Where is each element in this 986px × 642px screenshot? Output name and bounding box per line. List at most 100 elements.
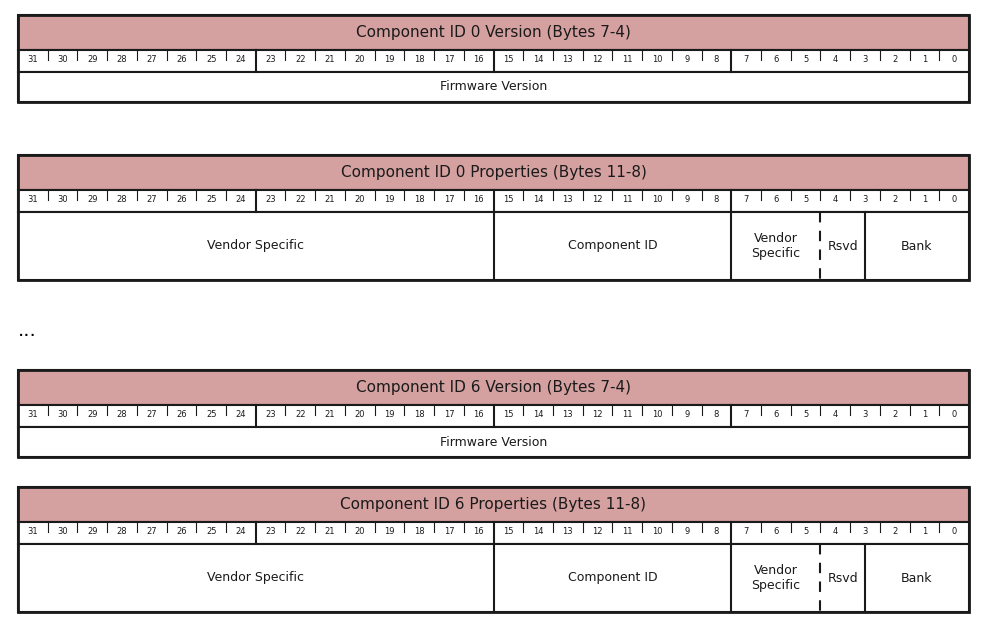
Text: 10: 10 xyxy=(651,527,662,537)
Text: 4: 4 xyxy=(832,195,837,204)
Text: 18: 18 xyxy=(413,195,424,204)
Text: Vendor
Specific: Vendor Specific xyxy=(750,564,800,592)
Text: 24: 24 xyxy=(236,195,246,204)
Bar xyxy=(18,155,968,190)
Text: 31: 31 xyxy=(28,195,38,204)
Text: Component ID 0 Version (Bytes 7-4): Component ID 0 Version (Bytes 7-4) xyxy=(356,25,630,40)
Bar xyxy=(18,50,968,72)
Text: 9: 9 xyxy=(683,527,688,537)
Bar xyxy=(18,190,968,212)
Text: Vendor Specific: Vendor Specific xyxy=(207,239,304,252)
Text: 22: 22 xyxy=(295,195,306,204)
Text: 26: 26 xyxy=(176,410,186,419)
Text: 15: 15 xyxy=(503,195,513,204)
Bar xyxy=(18,487,968,612)
Text: 22: 22 xyxy=(295,527,306,537)
Text: 2: 2 xyxy=(891,195,896,204)
Text: Bank: Bank xyxy=(900,239,932,252)
Bar xyxy=(18,155,968,280)
Text: 29: 29 xyxy=(87,527,98,537)
Text: 9: 9 xyxy=(683,55,688,64)
Text: 19: 19 xyxy=(384,527,394,537)
Text: 7: 7 xyxy=(742,410,748,419)
Bar xyxy=(18,212,968,280)
Text: 20: 20 xyxy=(354,55,365,64)
Text: 3: 3 xyxy=(862,410,867,419)
Bar xyxy=(18,522,968,544)
Text: 12: 12 xyxy=(592,195,602,204)
Text: 16: 16 xyxy=(473,410,483,419)
Text: 25: 25 xyxy=(206,527,216,537)
Text: 21: 21 xyxy=(324,195,335,204)
Text: 8: 8 xyxy=(713,527,719,537)
Text: 15: 15 xyxy=(503,55,513,64)
Text: 5: 5 xyxy=(802,195,808,204)
Text: 19: 19 xyxy=(384,195,394,204)
Text: 25: 25 xyxy=(206,195,216,204)
Text: 9: 9 xyxy=(683,195,688,204)
Text: Component ID 6 Version (Bytes 7-4): Component ID 6 Version (Bytes 7-4) xyxy=(356,380,630,395)
Text: 10: 10 xyxy=(651,55,662,64)
Text: Firmware Version: Firmware Version xyxy=(440,80,546,94)
Bar xyxy=(18,15,968,50)
Text: 23: 23 xyxy=(265,195,276,204)
Bar xyxy=(18,15,968,102)
Text: Vendor
Specific: Vendor Specific xyxy=(750,232,800,260)
Text: 28: 28 xyxy=(116,55,127,64)
Text: 8: 8 xyxy=(713,55,719,64)
Text: 21: 21 xyxy=(324,55,335,64)
Text: 0: 0 xyxy=(951,410,955,419)
Text: 10: 10 xyxy=(651,195,662,204)
Text: 1: 1 xyxy=(921,410,926,419)
Text: 3: 3 xyxy=(862,527,867,537)
Text: 14: 14 xyxy=(532,55,542,64)
Text: 16: 16 xyxy=(473,195,483,204)
Text: 13: 13 xyxy=(562,55,573,64)
Text: 2: 2 xyxy=(891,410,896,419)
Text: 0: 0 xyxy=(951,55,955,64)
Text: 30: 30 xyxy=(57,195,68,204)
Text: 7: 7 xyxy=(742,55,748,64)
Text: 18: 18 xyxy=(413,527,424,537)
Text: 0: 0 xyxy=(951,527,955,537)
Text: 31: 31 xyxy=(28,410,38,419)
Text: 26: 26 xyxy=(176,55,186,64)
Text: 24: 24 xyxy=(236,410,246,419)
Text: 23: 23 xyxy=(265,410,276,419)
Bar xyxy=(18,72,968,102)
Text: 0: 0 xyxy=(951,195,955,204)
Text: 5: 5 xyxy=(802,55,808,64)
Text: 11: 11 xyxy=(621,195,632,204)
Text: 24: 24 xyxy=(236,527,246,537)
Text: 22: 22 xyxy=(295,55,306,64)
Text: 30: 30 xyxy=(57,410,68,419)
Text: Bank: Bank xyxy=(900,571,932,584)
Text: 9: 9 xyxy=(683,410,688,419)
Text: 13: 13 xyxy=(562,527,573,537)
Bar xyxy=(18,370,968,457)
Text: 10: 10 xyxy=(651,410,662,419)
Text: Component ID 6 Properties (Bytes 11-8): Component ID 6 Properties (Bytes 11-8) xyxy=(340,497,646,512)
Text: 13: 13 xyxy=(562,195,573,204)
Text: 16: 16 xyxy=(473,55,483,64)
Text: 18: 18 xyxy=(413,55,424,64)
Text: 3: 3 xyxy=(862,195,867,204)
Text: 7: 7 xyxy=(742,195,748,204)
Text: 1: 1 xyxy=(921,527,926,537)
Text: 28: 28 xyxy=(116,527,127,537)
Text: 21: 21 xyxy=(324,410,335,419)
Text: 19: 19 xyxy=(384,410,394,419)
Text: 31: 31 xyxy=(28,527,38,537)
Text: Firmware Version: Firmware Version xyxy=(440,435,546,449)
Text: 27: 27 xyxy=(146,410,157,419)
Text: 16: 16 xyxy=(473,527,483,537)
Text: 5: 5 xyxy=(802,527,808,537)
Text: 27: 27 xyxy=(146,527,157,537)
Bar xyxy=(18,544,968,612)
Text: 30: 30 xyxy=(57,527,68,537)
Text: Rsvd: Rsvd xyxy=(826,571,857,584)
Text: 27: 27 xyxy=(146,55,157,64)
Text: 26: 26 xyxy=(176,527,186,537)
Text: 7: 7 xyxy=(742,527,748,537)
Text: 8: 8 xyxy=(713,410,719,419)
